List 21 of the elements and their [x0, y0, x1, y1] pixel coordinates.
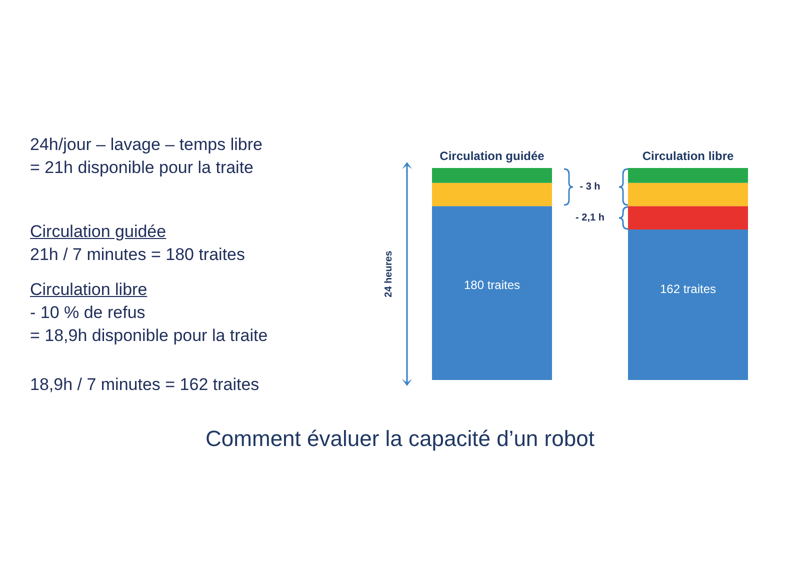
- text: Comment évaluer la capacité d’un robot: [204, 426, 596, 452]
- annotation: 180 traites: [464, 278, 520, 292]
- text: - 10 % de refus: [30, 303, 146, 323]
- text: 21h / 7 minutes = 180 traites: [30, 245, 245, 265]
- text: = 18,9h disponible pour la traite: [30, 326, 268, 346]
- annotation: 24 heures: [384, 250, 394, 298]
- bar: [628, 182, 748, 206]
- text: = 21h disponible pour la traite: [30, 158, 254, 178]
- annotation: - 2,1 h: [576, 212, 604, 224]
- bar: [432, 168, 552, 183]
- bar: [628, 229, 748, 380]
- bar: [628, 168, 748, 183]
- bar: [628, 206, 748, 230]
- annotation: - 3 h: [580, 182, 600, 192]
- bar: [432, 182, 552, 206]
- bar: [432, 206, 552, 380]
- annotation: 162 traites: [660, 282, 716, 296]
- text: 18,9h / 7 minutes = 162 traites: [30, 375, 260, 395]
- text: Circulation guidée: [30, 222, 166, 242]
- text: 24h/jour – lavage – temps libre: [30, 135, 262, 155]
- text: Circulation libre: [30, 280, 148, 300]
